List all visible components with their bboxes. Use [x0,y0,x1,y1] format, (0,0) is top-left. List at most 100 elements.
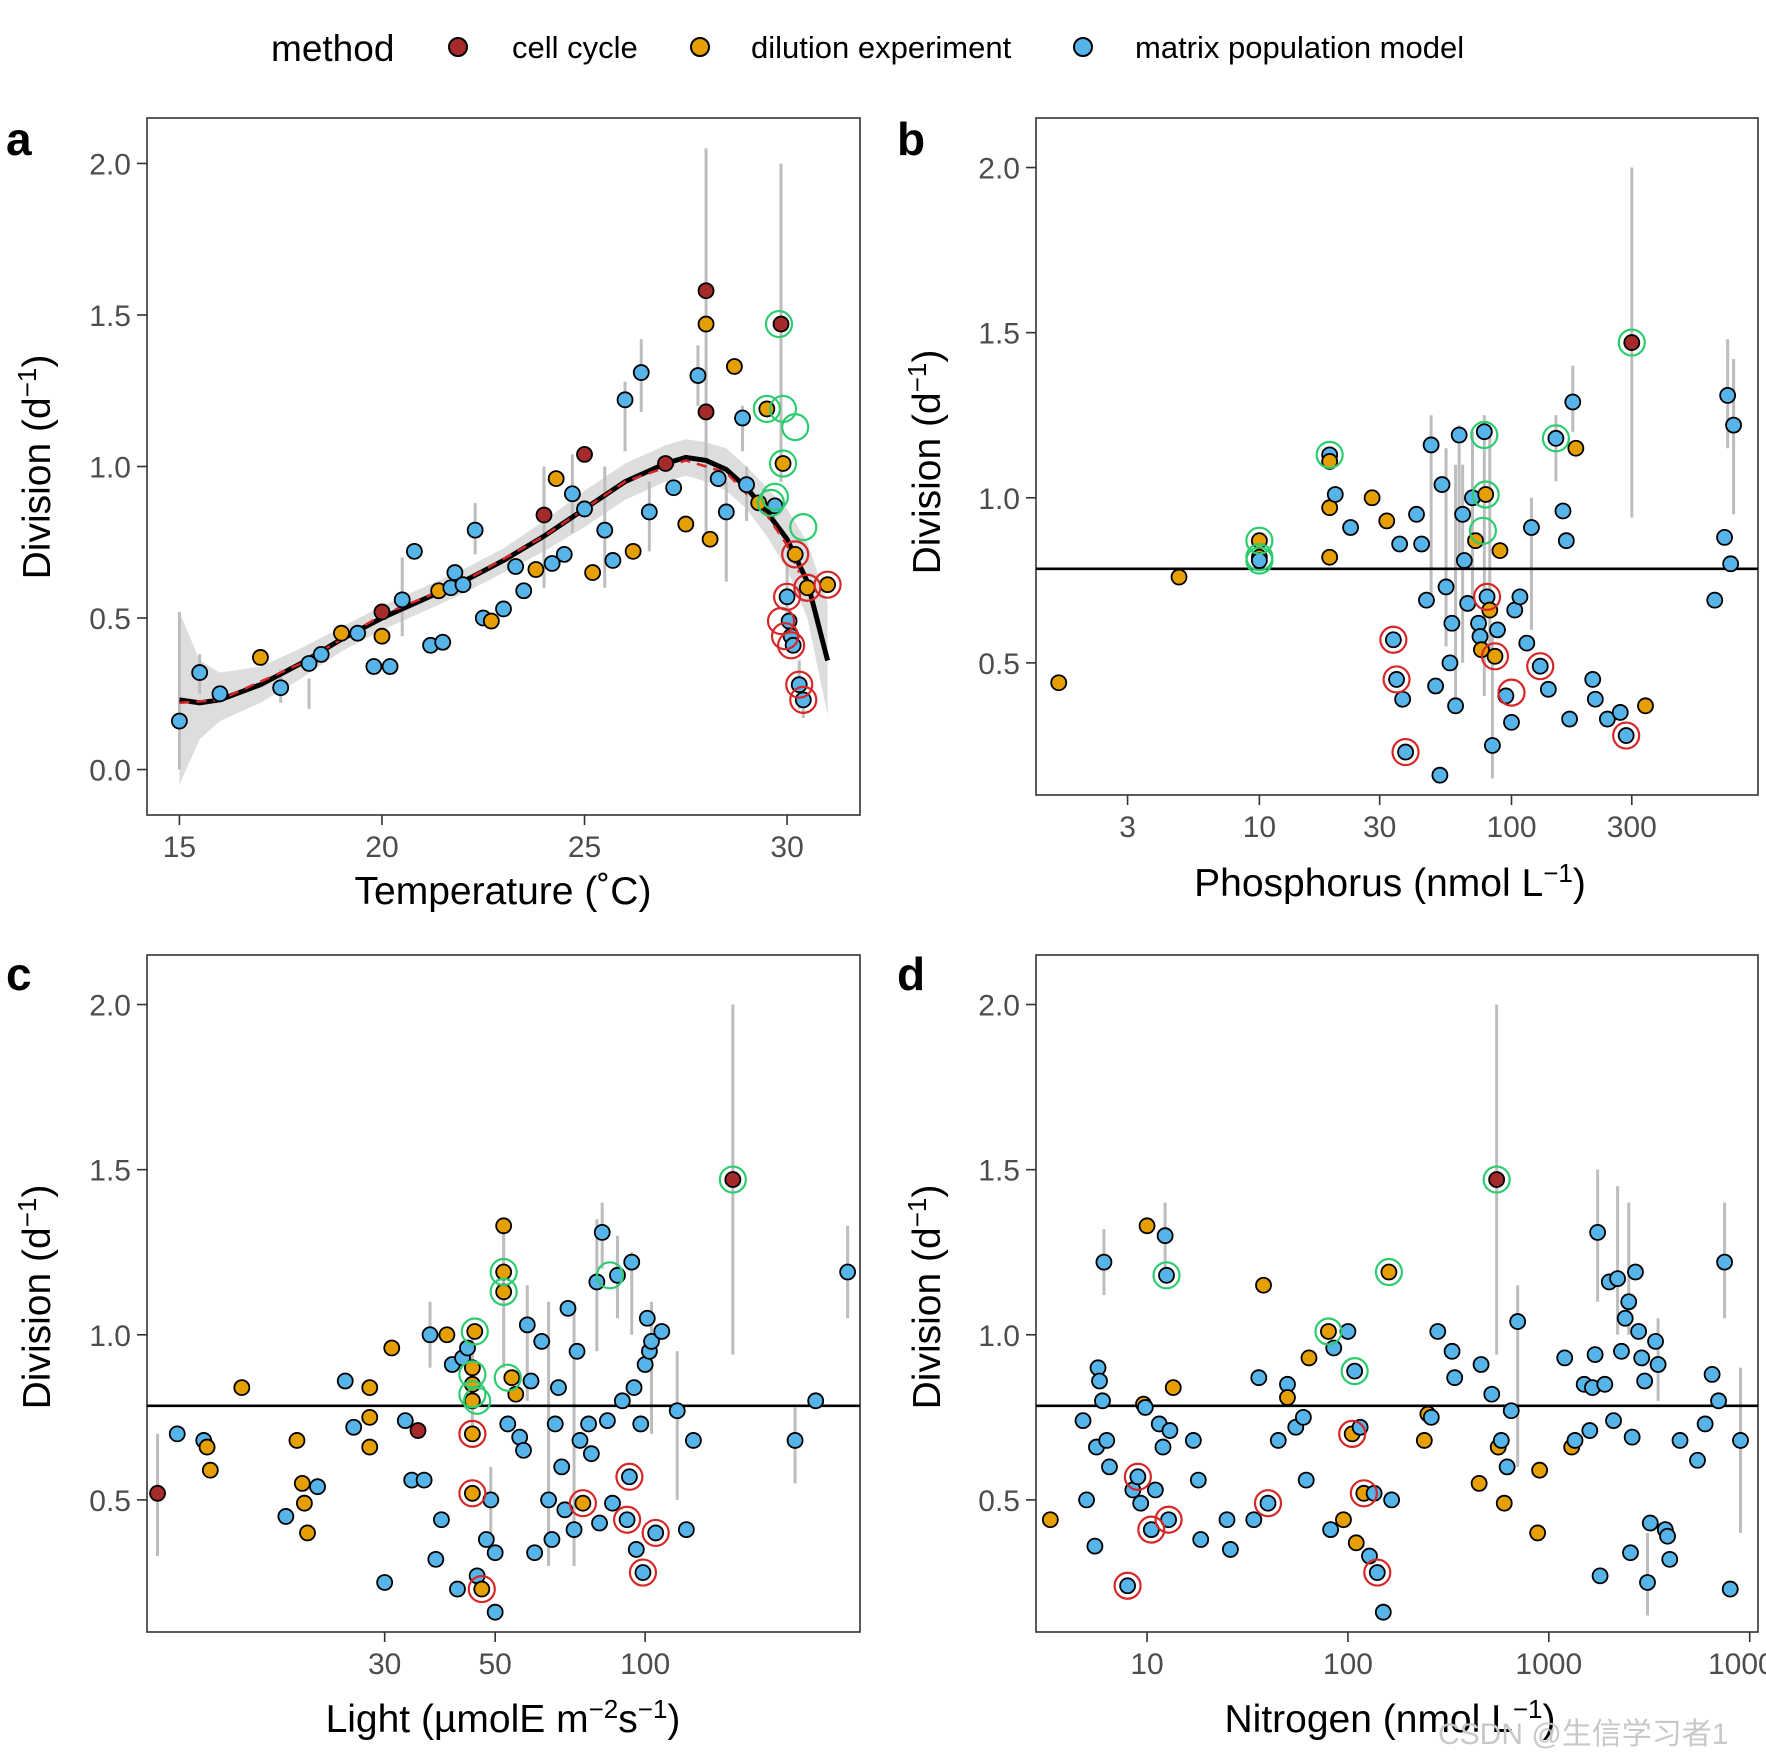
point-matrix-population-model [621,1468,638,1486]
point-matrix-population-model [1250,552,1268,569]
highlight-ring-red [781,540,810,569]
point-matrix-population-model [396,1412,414,1430]
point-dilution-experiment [677,515,695,533]
legend-key-cell-cycle [448,37,468,57]
highlight-ring-red [1391,737,1420,767]
point-matrix-population-model [1554,502,1572,520]
point-matrix-population-model [1098,1432,1116,1449]
point-matrix-population-model [1659,1527,1676,1545]
point-matrix-population-model [1617,727,1635,744]
point-matrix-population-model [1719,387,1737,404]
point-matrix-population-model [625,1379,643,1397]
point-dilution-experiment [463,1425,481,1443]
highlight-ring-green [1245,526,1274,555]
point-dilution-experiment [1164,1379,1182,1397]
point-cell-cycle [373,603,391,621]
point-cell-cycle [697,403,715,421]
point-matrix-population-model [668,1402,686,1420]
point-matrix-population-model [563,485,581,503]
highlight-ring-red [458,1419,487,1448]
highlight-ring-green [1340,1357,1369,1386]
y-tick-label: 2.0 [978,153,1020,186]
highlight-ring-red [1338,1419,1367,1448]
point-matrix-population-model [171,712,188,730]
point-matrix-population-model [571,1432,589,1449]
x-tick-label: 300 [1607,811,1657,844]
legend-label-dilution-experiment: dilution experiment [751,30,1012,65]
point-dilution-experiment [726,358,743,375]
point-matrix-population-model [1706,591,1724,609]
point-matrix-population-model [1394,690,1412,708]
point-cell-cycle [724,1171,742,1188]
x-tick-label: 20 [365,831,398,864]
plot-frame [146,117,861,816]
x-tick-label: 3 [1119,811,1136,844]
point-dilution-experiment [819,576,836,594]
highlight-ring-green [489,1277,518,1306]
point-matrix-population-model [1192,1531,1210,1548]
point-matrix-population-model [515,1441,532,1459]
data-points [1050,334,1742,784]
highlight-ring-red [1526,652,1555,681]
point-matrix-population-model [1589,1224,1607,1241]
point-dilution-experiment [288,1432,306,1449]
point-matrix-population-model [1218,1511,1236,1529]
point-matrix-population-model [1154,1438,1172,1456]
point-matrix-population-model [300,655,318,672]
highlight-ring-red [1113,1571,1142,1600]
panel-b-phosphorus: b 0.5 1.0 1.5 2.0 3 10 30 100 300 Phosphorus (n… [897,113,1759,905]
point-matrix-population-model [1383,1491,1401,1509]
point-matrix-population-model [1132,1494,1150,1512]
y-tick-label: 1.5 [89,1155,131,1188]
point-matrix-population-model [632,1415,650,1433]
highlight-ring-red [766,606,796,636]
point-cell-cycle [697,282,715,300]
point-matrix-population-model [580,1415,597,1433]
point-matrix-population-model [376,1574,394,1591]
highlight-ring-green [489,1257,518,1287]
point-cell-cycle [1623,334,1641,351]
point-matrix-population-model [591,1514,608,1532]
x-tick-label: 10 [1130,1648,1163,1681]
legend-key-matrix-population-model [1073,37,1093,57]
point-dilution-experiment [466,1323,484,1340]
highlight-ring-green [1374,1257,1404,1287]
x-tick-label: 15 [163,831,196,864]
highlight-ring-green [595,1261,625,1290]
highlight-ring-green [781,413,810,442]
y-axis-title: Division (d−1) [902,350,949,575]
point-matrix-population-model [1475,423,1493,441]
panel-letter-d: d [897,948,925,1000]
point-matrix-population-model [1620,1293,1638,1311]
point-matrix-population-model [1710,1392,1727,1410]
point-dilution-experiment [299,1524,316,1542]
highlight-ring-red [1612,721,1641,750]
point-matrix-population-model [1342,519,1359,536]
point-matrix-population-model [1483,1385,1501,1403]
point-dilution-experiment [1495,1494,1513,1512]
point-matrix-population-model [1184,1432,1202,1449]
point-dilution-experiment [624,542,642,560]
point-dilution-experiment [495,1217,513,1235]
highlight-ring-green [1617,328,1646,357]
point-matrix-population-model [1557,532,1575,550]
point-dilution-experiment [547,470,565,488]
highlight-ring-red [1253,1489,1283,1518]
point-dilution-experiment [361,1438,379,1456]
point-matrix-population-model [1472,1356,1490,1373]
highlight-ring-red [628,1558,658,1587]
point-cell-cycle [772,315,790,333]
x-axis: 3 10 30 100 300 [1119,795,1657,844]
point-matrix-population-model [1605,1412,1622,1430]
highlight-ring-green [458,1380,487,1409]
point-matrix-population-model [689,367,707,384]
x-tick-label: 10 [1243,811,1276,844]
point-matrix-population-model [1455,552,1473,569]
point-matrix-population-model [345,1418,363,1436]
point-dilution-experiment [1637,697,1654,715]
highlight-ring-red [1123,1462,1152,1491]
point-cell-cycle [576,445,593,463]
y-tick-label: 0.5 [978,1485,1020,1518]
point-matrix-population-model [618,1511,636,1529]
point-dilution-experiment [495,1283,513,1301]
